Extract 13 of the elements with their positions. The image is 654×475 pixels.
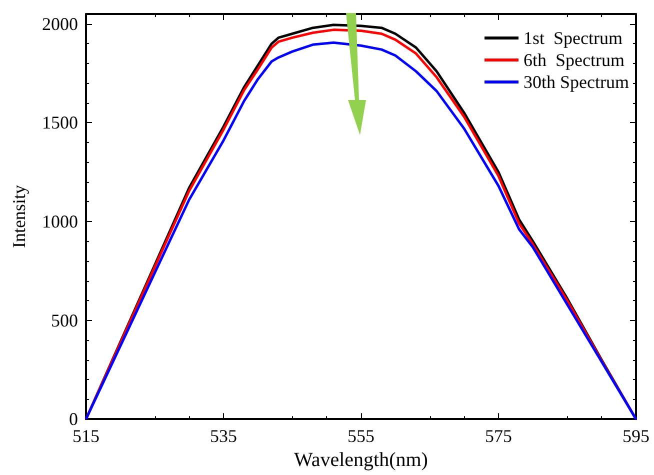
legend-label: 30th Spectrum [524, 72, 630, 92]
x-tick-label: 595 [622, 426, 650, 446]
y-tick-label: 2000 [42, 14, 78, 34]
x-tick-label: 575 [485, 426, 512, 446]
x-axis-title: Wavelength(nm) [294, 449, 428, 471]
legend-label: 1st Spectrum [524, 28, 623, 48]
y-tick-label: 500 [51, 310, 78, 330]
legend-label: 6th Spectrum [524, 50, 625, 70]
y-axis-title: Intensity [9, 185, 29, 248]
y-tick-label: 1500 [42, 112, 78, 133]
y-tick-label: 1000 [42, 211, 78, 232]
x-tick-label: 535 [210, 426, 237, 446]
x-tick-label: 555 [348, 426, 374, 446]
